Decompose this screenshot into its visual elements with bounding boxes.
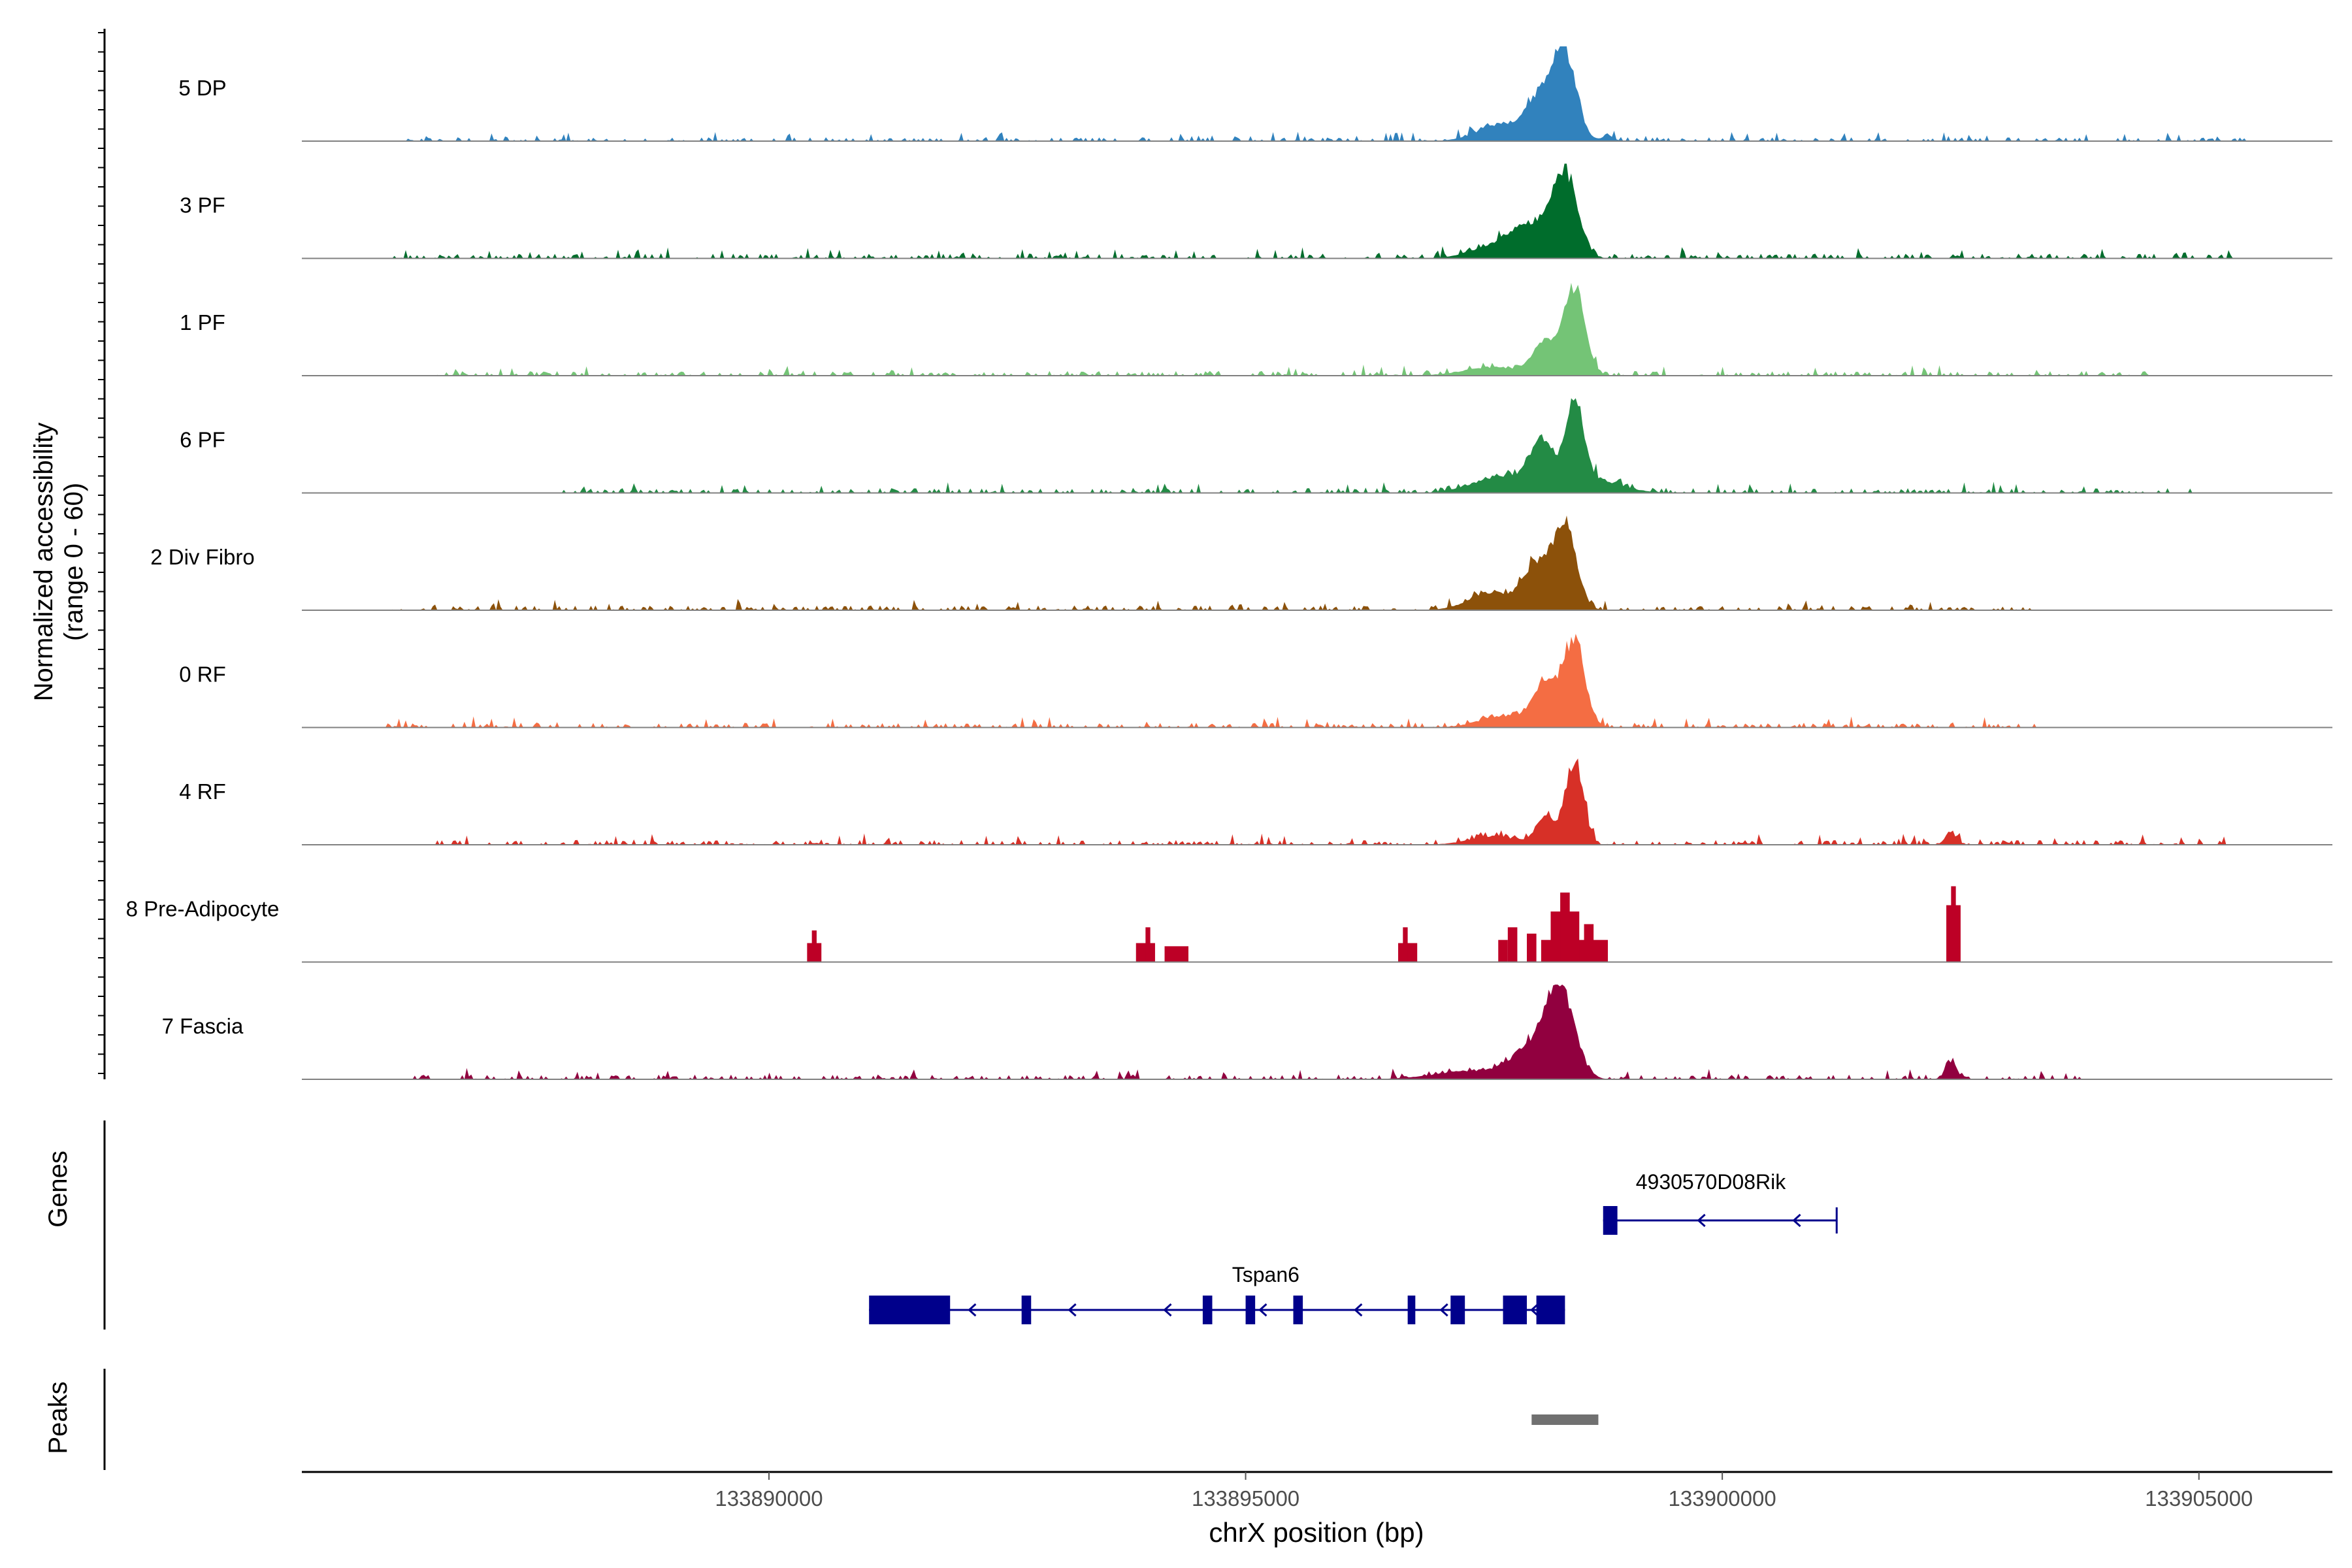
strand-arrow	[968, 1303, 977, 1317]
signal-area	[302, 163, 2332, 259]
track-7-fascia: 7 Fascia	[162, 985, 2332, 1080]
strand-arrow	[1697, 1213, 1706, 1228]
track-label: 1 PF	[180, 310, 225, 335]
gene-exon	[1021, 1296, 1032, 1324]
track-8-pre-adipocyte: 8 Pre-Adipocyte	[126, 886, 2332, 963]
gene-4930570d08rik: 4930570D08Rik	[1603, 1170, 1838, 1235]
track-label: 3 PF	[180, 193, 225, 218]
strand-arrow	[1258, 1303, 1267, 1317]
track-4-rf: 4 RF	[179, 758, 2332, 845]
gene-exon	[1503, 1296, 1527, 1324]
y-axis-range-label: (range 0 - 60)	[59, 483, 88, 641]
gene-exon	[1603, 1206, 1618, 1235]
peaks-panel	[103, 1369, 1599, 1470]
coverage-tracks: 5 DP 3 PF 1 PF 6 PF 2 Div Fibro 0 RF 4 RF 8 Pre…	[126, 46, 2332, 1080]
gene-label: Tspan6	[1232, 1263, 1299, 1286]
x-tick-label: 133895000	[1192, 1486, 1299, 1511]
x-axis-label: chrX position (bp)	[1209, 1517, 1424, 1548]
signal-area	[302, 282, 2332, 376]
track-1-pf: 1 PF	[180, 282, 2332, 376]
track-label: 4 RF	[179, 779, 226, 804]
signal-area	[302, 985, 2332, 1079]
peaks-label: Peaks	[44, 1381, 73, 1454]
track-5-dp: 5 DP	[178, 46, 2332, 142]
track-6-pf: 6 PF	[180, 398, 2332, 494]
signal-block	[1403, 927, 1408, 962]
strand-arrow	[1792, 1213, 1801, 1228]
signal-block	[1145, 927, 1151, 962]
strand-arrow	[1530, 1303, 1539, 1317]
signal-block	[1507, 927, 1518, 962]
signal-block	[1951, 886, 1956, 962]
signal-area	[302, 46, 2332, 141]
signal-block	[1584, 924, 1594, 962]
genes-label: Genes	[44, 1151, 73, 1228]
track-y-axis	[98, 29, 106, 1079]
y-axis-label: Normalized accessibility	[29, 423, 58, 702]
signal-area	[302, 398, 2332, 493]
strand-arrow	[1068, 1303, 1077, 1317]
track-label: 0 RF	[179, 662, 226, 687]
signal-area	[302, 634, 2332, 728]
track-label: 6 PF	[180, 428, 225, 452]
gene-exon	[1536, 1296, 1565, 1324]
signal-block	[1498, 939, 1508, 962]
peak-region	[1531, 1414, 1599, 1425]
signal-block	[1164, 946, 1189, 962]
track-0-rf: 0 RF	[179, 634, 2332, 728]
signal-block	[1560, 892, 1570, 962]
signal-block	[1527, 934, 1537, 962]
strand-arrow	[1163, 1303, 1172, 1317]
signal-area	[302, 515, 2332, 610]
signal-block	[811, 930, 817, 962]
genes-panel: 4930570D08Rik Tspan6	[103, 1120, 1838, 1330]
x-tick-label: 133905000	[2145, 1486, 2253, 1511]
signal-area	[302, 758, 2332, 845]
track-label: 2 Div Fibro	[150, 545, 255, 569]
gene-exon	[1293, 1296, 1303, 1324]
gene-exon	[1245, 1296, 1256, 1324]
track-2-div-fibro: 2 Div Fibro	[150, 515, 2332, 611]
track-label: 8 Pre-Adipocyte	[126, 897, 280, 921]
track-3-pf: 3 PF	[180, 163, 2332, 259]
gene-exon	[1407, 1296, 1416, 1324]
strand-arrow	[1354, 1303, 1363, 1317]
x-tick-label: 133890000	[715, 1486, 823, 1511]
gene-exon	[1450, 1296, 1465, 1324]
gene-exon	[1202, 1296, 1213, 1324]
x-tick-label: 133900000	[1669, 1486, 1776, 1511]
gene-exon	[869, 1296, 951, 1324]
x-axis: 133890000 133895000 133900000 133905000	[302, 1471, 2332, 1511]
track-label: 5 DP	[178, 76, 226, 100]
gene-tspan6: Tspan6	[869, 1263, 1565, 1324]
track-label: 7 Fascia	[162, 1014, 244, 1038]
strand-arrow	[1439, 1303, 1448, 1317]
gene-label: 4930570D08Rik	[1636, 1170, 1787, 1194]
